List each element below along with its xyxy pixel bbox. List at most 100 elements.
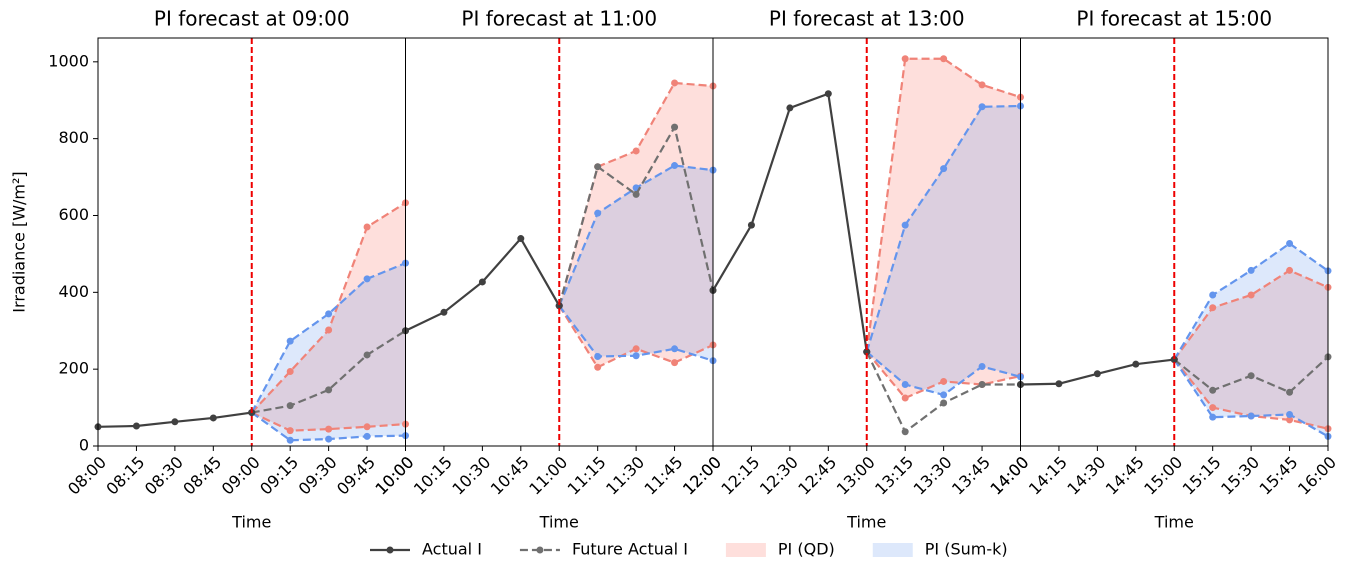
band-edge-point — [594, 363, 602, 371]
x-tick-label: 09:45 — [333, 453, 379, 499]
band-edge-point — [671, 359, 679, 367]
panel-title: PI forecast at 13:00 — [769, 7, 965, 31]
actual-line-point — [786, 104, 794, 112]
band-edge-point — [594, 209, 602, 217]
legend-label: PI (QD) — [778, 540, 835, 559]
x-tick-label: 10:30 — [448, 453, 494, 499]
x-tick-label: 14:00 — [986, 453, 1032, 499]
x-tick-label: 10:00 — [371, 453, 417, 499]
x-tick-label: 15:30 — [1217, 453, 1263, 499]
band-edge — [1173, 358, 1329, 438]
legend-label: Future Actual I — [572, 540, 688, 559]
x-tick-label: 14:45 — [1102, 453, 1148, 499]
y-tick-label: 800 — [58, 128, 89, 147]
legend-label: PI (Sum-k) — [925, 540, 1008, 559]
future-line-point — [363, 351, 371, 359]
band-edge-point — [671, 162, 679, 170]
panel: PI forecast at 09:00 Time Irradiance [W/m²… — [10, 7, 418, 532]
y-tick-label: 1000 — [48, 51, 89, 70]
band-edge-point — [1286, 240, 1294, 248]
x-axis-label: Time — [846, 513, 886, 532]
band-edge-point — [632, 345, 640, 353]
y-tick-label: 0 — [79, 436, 89, 455]
panel-title: PI forecast at 11:00 — [461, 7, 657, 31]
actual-line-point — [478, 278, 486, 286]
x-tick-label: 09:00 — [218, 453, 264, 499]
band-edge-point — [325, 435, 333, 443]
actual-line-point — [1093, 370, 1101, 378]
legend: Actual I Future Actual I PI (QD) PI (Sum-k) — [370, 540, 1008, 559]
band-edge — [250, 262, 406, 414]
band-edge-point — [940, 391, 948, 399]
band-edge-point — [940, 377, 948, 385]
future-line-point — [901, 428, 909, 436]
band-edge-point — [671, 345, 679, 353]
band-edge-point — [901, 381, 909, 389]
band-edge-point — [940, 55, 948, 63]
x-tick-label: 11:30 — [602, 453, 648, 499]
actual-line-point — [517, 235, 525, 243]
x-tick-label: 13:30 — [910, 453, 956, 499]
band-edge-point — [594, 352, 602, 360]
band-edge-point — [325, 425, 333, 433]
x-axis-label: Time — [1154, 513, 1194, 532]
prediction-band — [559, 82, 713, 368]
band-edge — [865, 104, 1021, 353]
x-tick-label: 08:30 — [141, 453, 187, 499]
actual-line-point — [1132, 360, 1140, 368]
x-tick-label: 13:45 — [948, 453, 994, 499]
band-edge-point — [632, 352, 640, 360]
x-tick-label: 14:30 — [1063, 453, 1109, 499]
y-tick-label: 200 — [58, 359, 89, 378]
band-edge-point — [363, 275, 371, 283]
band-edge — [1173, 269, 1329, 361]
prediction-band — [866, 106, 1021, 395]
actual-line — [712, 92, 868, 353]
legend-label: Actual I — [422, 540, 482, 559]
band-edge-point — [363, 423, 371, 431]
y-tick-label: 600 — [58, 205, 89, 224]
band-edge-point — [325, 310, 333, 318]
x-tick-label: 10:15 — [410, 453, 456, 499]
band-edge-point — [1209, 413, 1217, 421]
band-edge-point — [363, 223, 371, 231]
future-line-point — [1209, 386, 1217, 394]
actual-line-point — [132, 422, 140, 430]
x-tick-label: 14:15 — [1025, 453, 1071, 499]
x-tick-label: 12:15 — [717, 453, 763, 499]
band-edge-point — [286, 367, 294, 375]
future-line — [251, 329, 407, 414]
x-tick-label: 16:00 — [1294, 453, 1340, 499]
x-axis-label: Time — [231, 513, 271, 532]
band-edge-point — [1209, 404, 1217, 412]
band-edge-point — [286, 427, 294, 435]
band-edge-point — [1209, 291, 1217, 299]
future-line-point — [978, 381, 986, 389]
band-edge-point — [1247, 291, 1255, 299]
x-tick-label: 08:00 — [64, 453, 110, 499]
x-tick-label: 11:15 — [564, 453, 610, 499]
y-tick-label: 400 — [58, 282, 89, 301]
legend-swatch — [386, 546, 394, 554]
x-tick-label: 15:00 — [1140, 453, 1186, 499]
panel: PI forecast at 13:00Time12:0012:1512:301… — [679, 7, 1033, 532]
x-tick-label: 15:15 — [1179, 453, 1225, 499]
band-edge-point — [1209, 304, 1217, 312]
band-edge-point — [1286, 416, 1294, 424]
x-tick-label: 12:00 — [679, 453, 725, 499]
x-tick-label: 11:45 — [641, 453, 687, 499]
actual-line-point — [555, 302, 563, 310]
panel: PI forecast at 15:00Time14:0014:1514:301… — [986, 7, 1340, 532]
actual-line-point — [1170, 356, 1178, 364]
future-line-point — [325, 386, 333, 394]
x-tick-label: 15:45 — [1256, 453, 1302, 499]
x-axis-label: Time — [539, 513, 579, 532]
future-line-point — [1286, 388, 1294, 396]
x-tick-label: 13:15 — [871, 453, 917, 499]
future-line-point — [286, 402, 294, 410]
future-line-point — [632, 190, 640, 198]
band-edge-point — [978, 362, 986, 370]
band-edge-point — [325, 326, 333, 334]
